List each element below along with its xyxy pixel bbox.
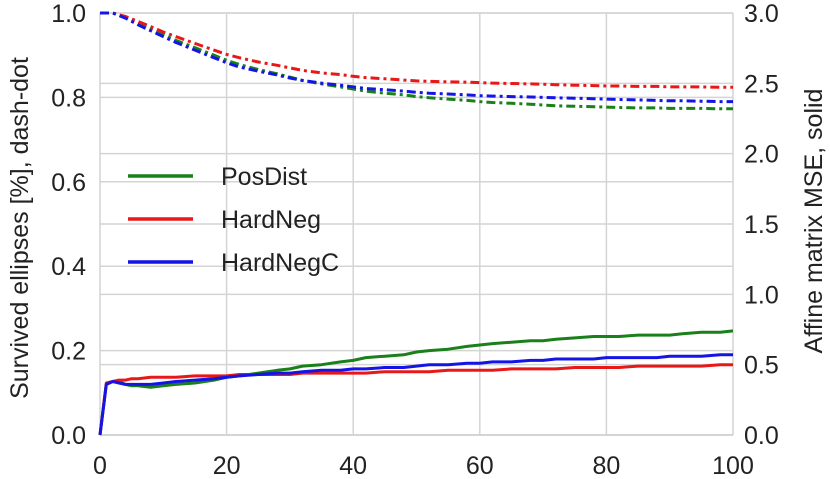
x-tick-label: 80 — [592, 452, 620, 479]
x-tick-label: 20 — [213, 452, 241, 479]
survived-line-hardnegc — [100, 11, 733, 104]
x-axis-ticks: 0 20 40 60 80 100 — [93, 452, 754, 479]
left-tick-label: 0.6 — [51, 169, 86, 197]
left-tick-label: 0.4 — [51, 253, 86, 281]
left-tick-label: 0.2 — [51, 338, 86, 366]
right-axis-ticks: 0.0 0.5 1.0 1.5 2.0 2.5 3.0 — [744, 0, 779, 450]
right-tick-label: 1.5 — [744, 211, 779, 239]
x-tick-label: 0 — [93, 452, 107, 479]
right-tick-label: 2.5 — [744, 70, 779, 98]
x-tick-label: 60 — [466, 452, 494, 479]
mse-line-posdist — [98, 329, 734, 436]
left-tick-label: 1.0 — [51, 0, 86, 28]
right-tick-label: 2.0 — [744, 141, 779, 169]
right-tick-label: 1.0 — [744, 281, 779, 309]
legend: PosDist HardNeg HardNegC — [128, 163, 339, 277]
series-lines — [98, 11, 734, 436]
mse-line-hardnegc — [98, 353, 733, 436]
mse-line-hardneg — [98, 363, 733, 436]
x-tick-label: 100 — [712, 452, 754, 479]
right-tick-label: 0.0 — [744, 422, 779, 450]
legend-label-posdist: PosDist — [221, 163, 307, 191]
left-axis-ticks: 0.0 0.2 0.4 0.6 0.8 1.0 — [51, 0, 86, 450]
legend-label-hardnegc: HardNegC — [221, 249, 339, 277]
right-tick-label: 0.5 — [744, 352, 779, 380]
survived-line-posdist — [100, 11, 733, 111]
right-axis-label: Affine matrix MSE, solid — [800, 89, 828, 354]
legend-label-hardneg: HardNeg — [221, 206, 321, 234]
x-tick-label: 40 — [339, 452, 367, 479]
left-tick-label: 0.8 — [51, 84, 86, 112]
left-tick-label: 0.0 — [51, 422, 86, 450]
survived-line-hardneg — [100, 11, 733, 89]
right-tick-label: 3.0 — [744, 0, 779, 28]
left-axis-label: Survived ellipses [%], dash-dot — [6, 57, 34, 399]
